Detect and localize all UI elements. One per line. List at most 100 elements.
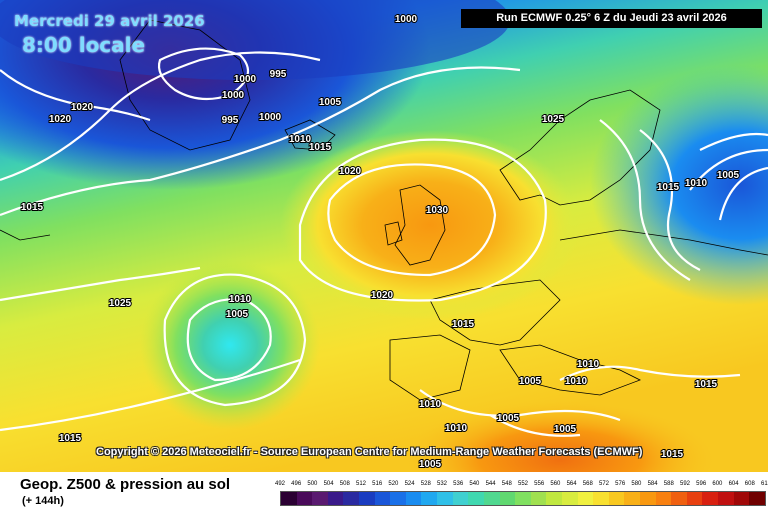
scale-label: 500 xyxy=(307,481,318,487)
copyright-text: Copyright © 2026 Meteociel.fr - Source E… xyxy=(96,446,643,458)
scale-label: 516 xyxy=(372,481,383,487)
isobar-label: 995 xyxy=(270,69,287,80)
scale-label: 580 xyxy=(631,481,642,487)
isobar-label: 1015 xyxy=(657,182,680,193)
scale-label: 508 xyxy=(339,481,350,487)
scale-label: 552 xyxy=(517,481,529,487)
isobar-label: 1005 xyxy=(226,309,249,320)
isobar-label: 1010 xyxy=(419,399,442,410)
scale-swatch xyxy=(593,492,609,505)
forecast-date: Mercredi 29 avril 2026 xyxy=(14,12,205,30)
scale-label: 592 xyxy=(679,481,691,487)
isobar-label: 1015 xyxy=(661,449,684,460)
isobar-label: 1005 xyxy=(519,376,542,387)
scale-swatch xyxy=(390,492,406,505)
scale-swatch xyxy=(327,492,344,505)
scale-swatch xyxy=(624,492,641,505)
isobar-label: 1000 xyxy=(395,14,418,25)
isobar-label: 1005 xyxy=(554,424,577,435)
isobar-label: 1015 xyxy=(309,142,332,153)
scale-label: 520 xyxy=(388,481,399,487)
scale-swatch xyxy=(312,492,328,505)
isobar-label: 1010 xyxy=(445,423,468,434)
map-title: Geop. Z500 & pression au sol xyxy=(20,476,231,493)
scale-label: 572 xyxy=(598,481,610,487)
scale-swatch xyxy=(530,492,547,505)
scale-label: 588 xyxy=(663,481,674,487)
scale-swatch xyxy=(374,492,391,505)
isobar-label: 1010 xyxy=(685,178,708,189)
isobar-label: 1030 xyxy=(426,205,449,216)
scale-label: 604 xyxy=(728,481,739,487)
isobar-label: 1015 xyxy=(21,202,44,213)
isobar-label: 1010 xyxy=(289,134,312,145)
isobar-label: 1005 xyxy=(717,170,740,181)
scale-label: 536 xyxy=(453,481,464,487)
isobar-label: 1005 xyxy=(319,97,342,108)
scale-swatch xyxy=(452,492,469,505)
scale-label: 600 xyxy=(712,481,723,487)
scale-label: 496 xyxy=(291,481,302,487)
scale-label: 564 xyxy=(566,481,577,487)
scale-label: 540 xyxy=(469,481,480,487)
scale-swatch xyxy=(718,492,734,505)
isobar-label: 1005 xyxy=(497,413,520,424)
scale-label: 608 xyxy=(744,481,755,487)
scale-swatch xyxy=(702,492,719,505)
scale-swatch xyxy=(608,492,625,505)
isobar-label: 1025 xyxy=(109,298,132,309)
isobar-label: 1015 xyxy=(695,379,718,390)
color-scale-labels: 492 496 500 504 508 512 516 520 524 528 532 536 540 5… xyxy=(275,481,768,491)
forecast-time: 8:00 locale xyxy=(22,33,146,57)
isobar-label: 1020 xyxy=(71,102,94,113)
scale-swatch xyxy=(733,492,750,505)
isobar-label: 995 xyxy=(222,115,239,126)
isobar-label: 1020 xyxy=(49,114,72,125)
scale-swatch xyxy=(296,492,313,505)
isobar-label: 1010 xyxy=(229,294,252,305)
isobar-label: 1025 xyxy=(542,114,565,125)
scale-label: 532 xyxy=(436,481,448,487)
scale-label: 576 xyxy=(615,481,626,487)
scale-swatch xyxy=(546,492,562,505)
scale-label: 524 xyxy=(404,481,415,487)
scale-swatch xyxy=(468,492,484,505)
isobar-label: 1000 xyxy=(222,90,245,101)
scale-swatch xyxy=(421,492,438,505)
scale-swatch xyxy=(577,492,594,505)
footer: Geop. Z500 & pression au sol (+ 144h) 49… xyxy=(0,472,768,512)
scale-label: 528 xyxy=(420,481,431,487)
scale-label: 512 xyxy=(355,481,367,487)
forecast-offset: (+ 144h) xyxy=(22,495,64,507)
scale-label: 548 xyxy=(501,481,512,487)
scale-swatch xyxy=(437,492,453,505)
isobar-label: 1020 xyxy=(339,166,362,177)
isobar-label: 1000 xyxy=(259,112,282,123)
scale-swatch xyxy=(640,492,656,505)
scale-swatch xyxy=(405,492,422,505)
scale-swatch xyxy=(343,492,360,505)
isobar-label: 1015 xyxy=(452,319,475,330)
scale-label: 568 xyxy=(582,481,593,487)
scale-swatch xyxy=(561,492,578,505)
run-info: Run ECMWF 0.25° 6 Z du Jeudi 23 avril 20… xyxy=(461,9,762,28)
scale-swatch xyxy=(749,492,765,505)
scale-label: 560 xyxy=(550,481,561,487)
isobar-lines xyxy=(0,47,768,437)
scale-swatch xyxy=(281,492,297,505)
scale-label: 544 xyxy=(485,481,496,487)
scale-label: 492 xyxy=(274,481,286,487)
isobar-label: 1010 xyxy=(577,359,600,370)
scale-swatch xyxy=(359,492,375,505)
scale-swatch xyxy=(515,492,531,505)
scale-label: 596 xyxy=(696,481,707,487)
scale-swatch xyxy=(686,492,703,505)
scale-swatch xyxy=(499,492,516,505)
scale-label: 504 xyxy=(323,481,334,487)
scale-swatch xyxy=(655,492,672,505)
scale-label: 612 xyxy=(760,481,768,487)
scale-swatch xyxy=(483,492,500,505)
scale-label: 556 xyxy=(534,481,545,487)
scale-swatch xyxy=(671,492,687,505)
